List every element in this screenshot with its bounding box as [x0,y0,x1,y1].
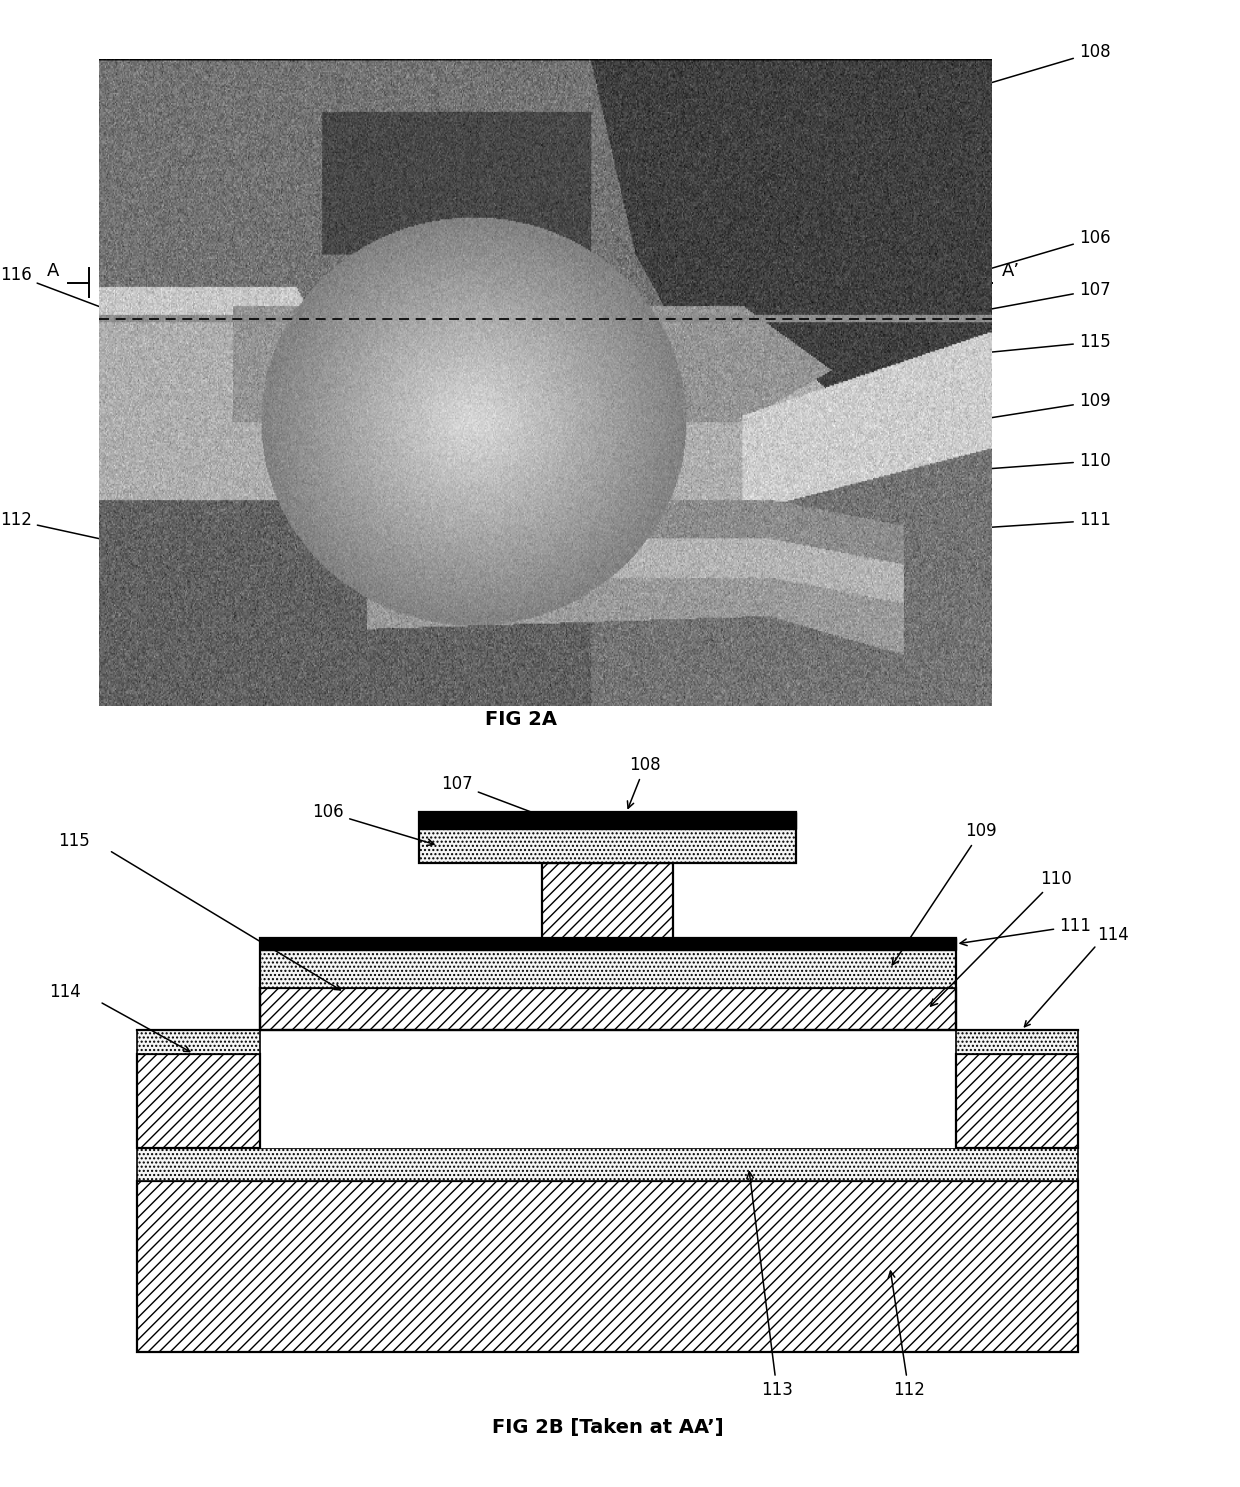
Text: 112: 112 [888,1271,925,1399]
Text: 114: 114 [1096,926,1128,944]
Text: 109: 109 [893,822,997,965]
Text: 108: 108 [773,43,1111,149]
Bar [138,1148,1078,1182]
Bar [138,1030,259,1054]
Text: 112: 112 [0,512,181,559]
Bar [138,1054,259,1148]
Text: 106: 106 [897,229,1111,297]
Text: 107: 107 [898,281,1111,329]
Bar [542,862,673,938]
Text: 111: 111 [873,512,1111,538]
Text: 110: 110 [898,452,1111,479]
Text: 107: 107 [441,775,565,825]
Bar [956,1054,1078,1148]
Bar [956,1030,1078,1054]
Text: 106: 106 [312,803,434,846]
Bar [419,812,796,830]
Bar [138,1182,1078,1352]
Text: A: A [47,262,60,281]
Text: 113: 113 [746,1172,792,1399]
Text: 115: 115 [58,831,91,851]
Text: 111: 111 [960,917,1091,946]
Text: 115: 115 [947,333,1111,360]
Bar [259,1030,956,1148]
Text: 116: 116 [0,266,170,333]
Bar [259,950,956,987]
Text: FIG 2B [Taken at AA’]: FIG 2B [Taken at AA’] [492,1419,723,1436]
Bar [259,938,956,950]
Bar [259,938,956,1030]
Text: FIG 2A: FIG 2A [485,709,557,729]
Bar [259,987,956,1030]
Text: 114: 114 [50,983,81,1001]
Text: 110: 110 [930,870,1073,1007]
Bar [419,812,796,862]
Text: A’: A’ [1002,262,1021,281]
Text: 108: 108 [627,755,661,809]
Text: 109: 109 [910,393,1111,433]
Bar [419,830,796,862]
